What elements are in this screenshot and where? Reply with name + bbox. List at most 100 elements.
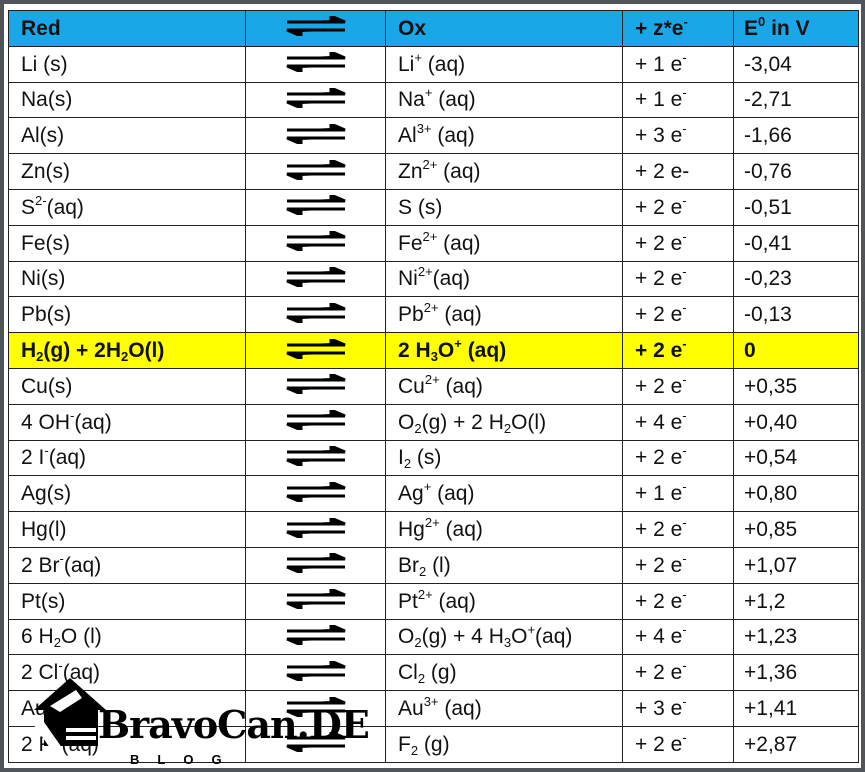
text: + 2 e — [635, 589, 683, 613]
table-row: Pt(s) Pt2+ (aq) + 2 e- +1,2 — [8, 582, 859, 620]
text: + 2 e — [635, 518, 683, 542]
text: + 2 e — [635, 374, 683, 398]
text: Cu(s) — [21, 374, 73, 398]
potential-cell: +2,87 — [733, 725, 859, 763]
table-row: Cu(s) Cu2+ (aq) + 2 e- +0,35 — [8, 367, 859, 405]
subscript: 2 — [417, 671, 426, 687]
table-row: Au(s) Au3+ (aq) + 3 e- +1,41 — [8, 690, 859, 727]
electrons-cell: + 2 e- — [622, 367, 734, 405]
equilibrium-arrow-icon — [285, 622, 347, 650]
text: Fe — [398, 231, 423, 255]
table-row: 2 F- (aq) F2 (g) + 2 e- +2,87 — [8, 725, 859, 763]
potential-cell: -0,41 — [733, 224, 859, 262]
table-row: Zn(s) Zn2+ (aq) + 2 e- -0,76 — [8, 153, 859, 190]
text: + 2 e — [635, 231, 683, 255]
superscript: 0 — [758, 13, 766, 29]
arrow-cell — [245, 81, 386, 119]
table-row: Fe(s) Fe2+ (aq) + 2 e- -0,41 — [8, 224, 859, 262]
red-cell: Na(s) — [8, 81, 246, 119]
text: (g) + 2 H — [421, 410, 504, 434]
text: Red — [21, 16, 61, 40]
text: Li — [398, 52, 415, 76]
electrons-cell: + 2 e- — [622, 153, 734, 190]
electrons-cell: + 2 e- — [622, 332, 734, 369]
arrow-cell — [245, 117, 386, 155]
equilibrium-arrow-icon — [285, 372, 347, 399]
text: + 2 e — [635, 195, 683, 219]
electrons-cell: + 2 e- — [622, 654, 734, 692]
superscript: - — [682, 121, 687, 137]
superscript: - — [682, 729, 687, 745]
superscript: + — [424, 85, 433, 101]
red-cell: Ag(s) — [8, 475, 246, 513]
arrow-cell — [245, 475, 386, 513]
equilibrium-arrow-icon — [285, 551, 347, 578]
red-cell: 2 F- (aq) — [8, 725, 246, 763]
superscript: 2+ — [424, 515, 440, 531]
text: in V — [765, 16, 810, 40]
electrons-cell: + 2 e- — [622, 546, 734, 584]
ox-cell: Fe2+ (aq) — [385, 224, 623, 262]
superscript: - — [682, 300, 687, 316]
text: H — [21, 339, 37, 363]
table-row: 2 I-(aq) I2 (s) + 2 e- +0,54 — [8, 439, 859, 477]
ox-cell: F2 (g) — [385, 725, 623, 763]
electrons-cell: + 2 e- — [622, 582, 734, 620]
text: + 4 e — [635, 410, 683, 434]
electrons-cell: + 3 e- — [622, 117, 734, 155]
superscript: - — [682, 407, 687, 423]
ox-cell: O2(g) + 2 H2O(l) — [385, 403, 623, 441]
superscript: - — [682, 694, 687, 710]
text: 2 F — [21, 732, 52, 756]
text: Li (s) — [21, 52, 68, 76]
superscript: - — [683, 13, 688, 29]
text: (aq) — [74, 410, 112, 434]
red-cell: S2-(aq) — [8, 188, 246, 226]
text: (aq) — [421, 52, 466, 76]
table-row: 2 Cl-(aq) Cl2 (g) + 2 e- +1,36 — [8, 654, 859, 692]
electrons-cell: + 2 e- — [622, 296, 734, 334]
ox-cell: Al3+ (aq) — [385, 117, 623, 155]
ox-cell: S (s) — [385, 188, 623, 226]
text: + 2 e — [635, 303, 683, 327]
highlighted-row: H2(g) + 2H2O(l) 2 H3O+ (aq) + 2 e- 0 — [8, 332, 859, 369]
text: Pb — [398, 303, 424, 327]
ox-cell: Na+ (aq) — [385, 81, 623, 119]
table-row: S2-(aq) S (s) + 2 e- -0,51 — [8, 188, 859, 226]
table-row: Ag(s) Ag+ (aq) + 1 e- +0,80 — [8, 475, 859, 513]
subscript: 3 — [503, 635, 512, 651]
text: (aq) — [438, 303, 482, 327]
equilibrium-arrow-icon — [285, 300, 347, 328]
text: (aq) — [48, 446, 87, 470]
arrow-cell — [245, 725, 386, 763]
header-row: Red Ox + z*e- E0 in V — [8, 10, 859, 47]
text: + 4 e — [635, 625, 683, 649]
potential-cell: +1,2 — [733, 582, 859, 620]
text: Cl — [398, 661, 418, 685]
red-cell: Au(s) — [8, 690, 246, 727]
text: (aq) — [432, 88, 476, 112]
text: (aq) — [432, 589, 476, 613]
equilibrium-arrow-icon — [285, 14, 347, 41]
subscript: 3 — [430, 349, 438, 365]
text: (aq) — [46, 195, 84, 219]
text: (aq) — [432, 267, 471, 291]
superscript: + — [527, 622, 536, 638]
equilibrium-arrow-icon — [285, 479, 347, 507]
text: Au(s) — [21, 697, 72, 721]
equilibrium-arrow-icon — [285, 443, 347, 471]
equilibrium-arrow-icon — [285, 586, 347, 614]
text: (aq) — [437, 231, 481, 255]
equilibrium-arrow-icon — [285, 407, 347, 435]
arrow-cell — [245, 546, 386, 584]
ox-cell: Pt2+ (aq) — [385, 582, 623, 620]
text: 2 Cl — [21, 661, 59, 685]
equilibrium-arrow-icon — [285, 121, 347, 149]
electrons-cell: + 2 e- — [622, 439, 734, 477]
red-cell: Pb(s) — [8, 296, 246, 334]
superscript: - — [59, 550, 64, 566]
electrons-cell: + 2 e- — [622, 725, 734, 763]
subscript: 2 — [36, 349, 44, 365]
potential-cell: 0 — [733, 332, 859, 369]
text: (g) — [418, 732, 450, 756]
